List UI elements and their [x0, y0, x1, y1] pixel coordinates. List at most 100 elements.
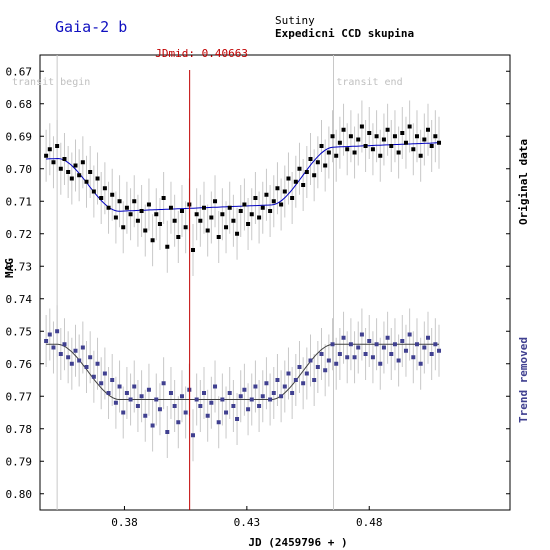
data-point-original — [308, 157, 313, 161]
data-point-trend-removed — [157, 407, 162, 412]
data-point-original — [121, 225, 126, 230]
data-point-trend-removed — [396, 358, 401, 363]
data-point-original — [418, 153, 423, 158]
data-point-original — [99, 196, 104, 200]
data-point-trend-removed — [84, 365, 89, 369]
data-point-trend-removed — [323, 368, 328, 373]
data-point-trend-removed — [264, 381, 269, 386]
transit-end-label: transit end — [336, 77, 402, 88]
data-point-original — [385, 127, 390, 132]
data-point-trend-removed — [253, 384, 258, 389]
data-point-original — [374, 134, 379, 139]
data-point-original — [80, 160, 85, 165]
data-point-original — [345, 147, 350, 152]
data-point-original — [209, 215, 214, 220]
right-label-original: Original data — [517, 139, 530, 225]
data-point-trend-removed — [268, 397, 273, 402]
data-point-original — [396, 150, 401, 155]
data-point-trend-removed — [418, 361, 423, 366]
data-point-trend-removed — [216, 420, 221, 425]
y-axis-label: MAG — [3, 258, 16, 278]
data-point-trend-removed — [44, 339, 49, 343]
data-point-trend-removed — [304, 371, 309, 376]
data-point-original — [348, 134, 353, 139]
data-point-original — [275, 186, 280, 191]
data-point-trend-removed — [400, 339, 405, 343]
data-point-trend-removed — [80, 345, 85, 350]
y-tick-label: 0.77 — [6, 390, 33, 403]
y-tick-label: 0.78 — [6, 423, 33, 436]
data-point-original — [161, 196, 166, 200]
data-point-original — [242, 202, 247, 207]
data-point-trend-removed — [334, 361, 339, 366]
data-point-trend-removed — [194, 397, 199, 402]
data-point-trend-removed — [106, 391, 111, 395]
data-point-original — [66, 170, 71, 174]
data-point-original — [425, 127, 430, 132]
data-point-trend-removed — [422, 345, 427, 350]
data-point-trend-removed — [348, 342, 353, 347]
data-point-trend-removed — [433, 342, 438, 347]
x-axis-label: JD (2459796 + ) — [248, 536, 347, 549]
data-point-original — [117, 199, 122, 204]
data-point-trend-removed — [73, 348, 78, 353]
x-tick-label: 0.48 — [356, 516, 383, 529]
fit-curve-trend-removed — [46, 343, 439, 400]
data-point-trend-removed — [47, 332, 52, 337]
data-point-original — [176, 235, 181, 239]
data-point-original — [213, 199, 218, 204]
data-point-original — [190, 248, 195, 252]
data-point-trend-removed — [238, 394, 243, 399]
data-point-original — [334, 153, 339, 158]
x-tick-label: 0.43 — [234, 516, 261, 529]
data-point-trend-removed — [271, 391, 276, 395]
data-point-trend-removed — [183, 410, 188, 415]
data-point-trend-removed — [359, 332, 364, 337]
chart-title: Gaia-2 b — [55, 18, 128, 36]
data-point-trend-removed — [95, 361, 100, 366]
data-point-original — [271, 199, 276, 204]
data-point-original — [403, 140, 408, 145]
data-point-original — [378, 153, 383, 158]
data-point-trend-removed — [367, 339, 372, 343]
right-label-trend-removed: Trend removed — [517, 337, 530, 423]
data-point-trend-removed — [312, 378, 317, 382]
data-point-original — [433, 134, 438, 139]
data-point-trend-removed — [257, 404, 262, 408]
data-point-original — [220, 212, 225, 217]
data-point-original — [198, 218, 203, 223]
jdmid-label: JDmid: 0.40663 — [155, 47, 248, 60]
data-point-trend-removed — [117, 384, 122, 389]
data-point-trend-removed — [363, 352, 368, 356]
data-point-trend-removed — [132, 384, 137, 389]
data-point-original — [84, 179, 89, 184]
data-point-trend-removed — [341, 335, 346, 340]
data-point-original — [279, 202, 284, 207]
data-point-original — [264, 192, 269, 197]
data-point-original — [389, 144, 394, 148]
data-point-trend-removed — [165, 430, 170, 434]
data-point-trend-removed — [301, 381, 306, 386]
data-points — [44, 124, 442, 438]
data-point-trend-removed — [205, 413, 210, 418]
data-point-trend-removed — [91, 374, 96, 379]
data-point-trend-removed — [411, 355, 416, 360]
data-point-original — [392, 134, 397, 139]
data-point-trend-removed — [290, 391, 295, 395]
data-point-trend-removed — [55, 329, 60, 334]
data-point-original — [363, 144, 368, 148]
data-point-trend-removed — [190, 433, 195, 438]
data-point-trend-removed — [378, 361, 383, 366]
data-point-trend-removed — [113, 400, 118, 405]
data-point-original — [359, 124, 364, 129]
data-point-original — [400, 131, 405, 135]
data-point-original — [202, 205, 207, 210]
data-point-original — [194, 212, 199, 217]
data-point-trend-removed — [102, 371, 107, 376]
data-point-trend-removed — [88, 355, 93, 360]
data-point-original — [407, 124, 412, 129]
data-point-trend-removed — [337, 352, 342, 356]
data-point-trend-removed — [242, 387, 247, 392]
y-tick-label: 0.76 — [6, 358, 33, 371]
